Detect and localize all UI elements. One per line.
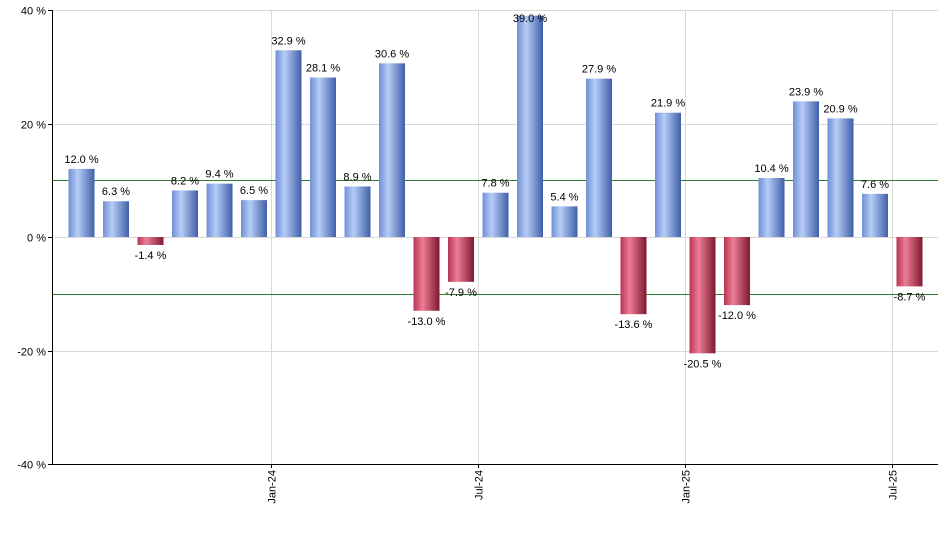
data-label: 5.4 % <box>550 191 578 203</box>
x-tick-label: Jul-24 <box>474 470 486 500</box>
data-label: 32.9 % <box>271 35 305 47</box>
y-tick-label: 40 % <box>21 6 46 18</box>
data-label: 9.4 % <box>205 169 233 181</box>
data-label: 7.6 % <box>861 179 889 191</box>
axes: 40 % 20 % 0 % -20 % -40 % Jan-24 Jul-24 Jan-25 J… <box>17 6 938 504</box>
bars <box>68 15 923 354</box>
data-label: -13.0 % <box>408 316 446 328</box>
y-tick-label: -40 % <box>17 460 46 472</box>
bar <box>310 77 336 237</box>
bar <box>206 183 233 237</box>
data-label: -8.7 % <box>894 291 926 303</box>
bar <box>655 112 681 237</box>
bar <box>827 118 854 237</box>
bar <box>379 63 405 237</box>
bar <box>724 237 750 306</box>
data-label: 27.9 % <box>582 64 616 76</box>
data-label: 28.1 % <box>306 63 340 75</box>
y-tick-label: 0 % <box>27 233 46 245</box>
data-label: 10.4 % <box>754 163 788 175</box>
bar <box>68 168 95 237</box>
bar <box>793 101 819 238</box>
data-label: 6.3 % <box>102 186 130 198</box>
data-label: 8.2 % <box>171 175 199 187</box>
bar <box>137 237 164 245</box>
bar <box>344 186 371 237</box>
data-labels: 12.0 % 6.3 % -1.4 % 8.2 % 9.4 % 6.5 % 32.9 % 28… <box>64 13 925 370</box>
y-tick-label: -20 % <box>17 347 46 359</box>
data-label: 23.9 % <box>789 86 823 98</box>
data-label: 21.9 % <box>651 98 685 110</box>
bar <box>862 193 888 237</box>
bar <box>551 206 578 237</box>
data-label: -12.0 % <box>718 310 756 322</box>
data-label: 20.9 % <box>823 103 857 115</box>
data-label: 30.6 % <box>375 48 409 60</box>
data-label: 7.8 % <box>481 178 509 190</box>
bar <box>103 201 129 237</box>
y-tick-label: 20 % <box>21 120 46 132</box>
bar <box>413 237 440 311</box>
data-label: 39.0 % <box>513 13 547 25</box>
data-label: 6.5 % <box>240 185 268 197</box>
bar <box>517 15 543 237</box>
reference-lines <box>52 180 938 295</box>
grid-lines <box>52 10 938 465</box>
x-tick-label: Jul-25 <box>888 470 900 500</box>
bar <box>172 190 198 237</box>
bar <box>482 192 509 237</box>
bar <box>241 200 267 237</box>
data-label: 8.9 % <box>343 171 371 183</box>
bar <box>275 50 302 238</box>
bar <box>689 237 716 354</box>
x-tick-label: Jan-24 <box>267 470 279 504</box>
x-tick-label: Jan-25 <box>681 470 693 504</box>
data-label: -13.6 % <box>615 319 653 331</box>
bar <box>586 78 612 237</box>
data-label: -20.5 % <box>684 358 722 370</box>
bar <box>896 237 923 287</box>
bar <box>448 237 474 282</box>
bar <box>758 177 785 237</box>
bar <box>620 237 647 315</box>
data-label: 12.0 % <box>64 154 98 166</box>
data-label: -7.9 % <box>445 287 477 299</box>
data-label: -1.4 % <box>135 250 167 262</box>
